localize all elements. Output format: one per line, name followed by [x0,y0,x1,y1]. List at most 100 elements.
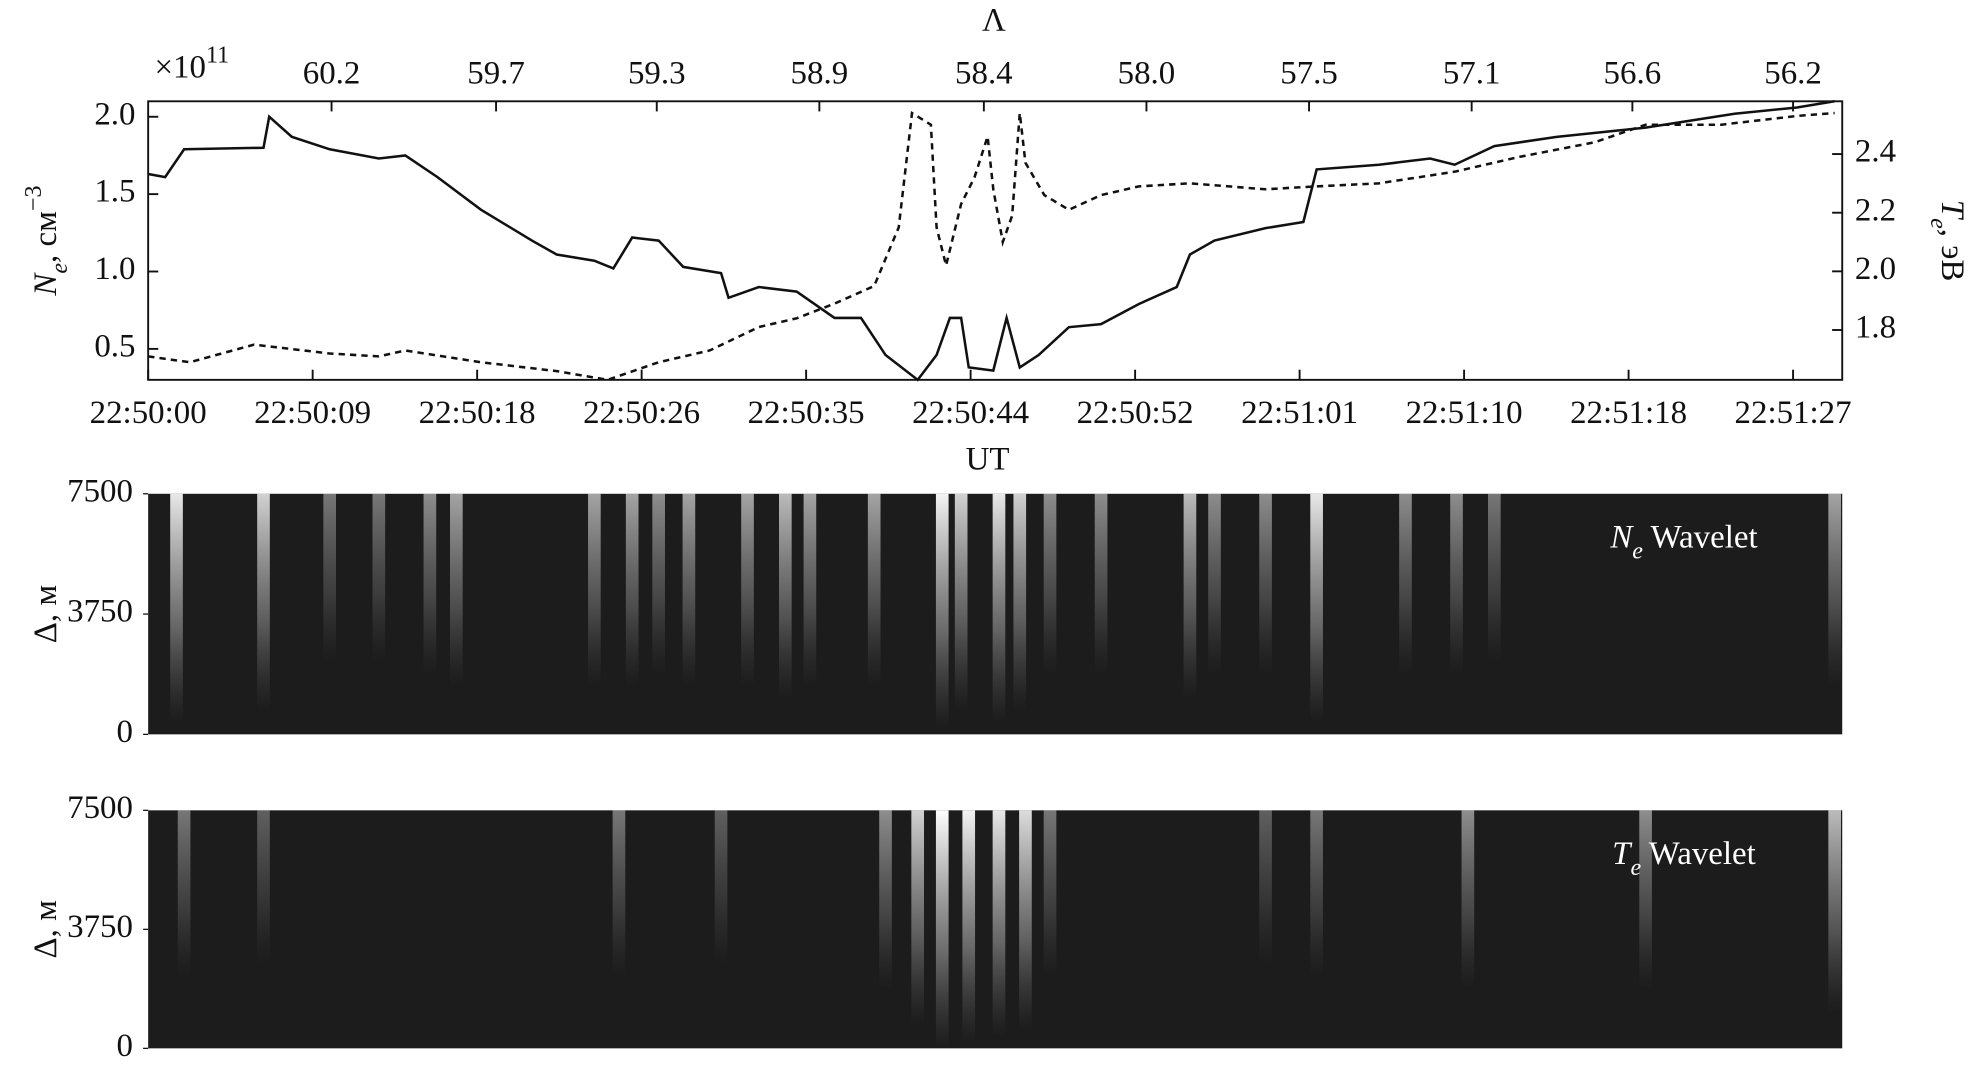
y2-tick-label: 2.0 [1855,251,1896,287]
y-tick-label: 3750 [67,594,133,630]
wavelet-streak [257,810,270,966]
y-axis-label-part: −3 [21,186,47,212]
x2-axis-label: Λ [982,2,1006,38]
panel-label-part: Wavelet [1641,835,1756,871]
wavelet-streak [992,810,1006,1037]
y2-axis-label-part: e [1925,218,1951,229]
wavelet-streak [962,810,976,1043]
x-tick-label: 22:50:09 [254,395,371,431]
wavelet-streak [1094,493,1108,675]
y-axis-label: Δ, м [28,585,64,644]
y-axis-label-part: Δ, м [28,585,64,644]
wavelet-streak [803,493,817,687]
x-tick-label: 22:50:26 [583,395,700,431]
y-axis-label-part: N [28,272,64,297]
x-tick-label: 22:50:00 [90,395,207,431]
panel-label-part: e [1630,854,1641,880]
x2-tick-label: 56.6 [1604,56,1662,92]
wavelet-streak [588,493,601,687]
wavelet-streak [992,493,1006,723]
wavelet-streak [911,810,925,1025]
wavelet-streak [257,493,270,711]
panel-label-part: Wavelet [1643,519,1758,555]
y2-tick-label: 2.4 [1855,134,1896,170]
wavelet-streak [1013,493,1027,711]
wavelet-streak [1043,493,1057,675]
wavelet-streak [1399,493,1412,675]
y-axis-label-part: Δ, м [28,900,64,959]
y-axis-label-part: e [47,263,73,274]
wavelet-streak [879,810,892,989]
panel-label: Te Wavelet [1612,835,1756,880]
wavelet-streak [935,810,949,1049]
wavelet-streak [1828,493,1841,687]
x2-tick-label: 59.7 [467,56,525,92]
wavelet-streak [372,493,386,663]
y-tick-label: 0.5 [94,328,135,364]
y-axis-label-part: , см [28,211,64,263]
wavelet-streak [1208,493,1221,675]
x2-tick-label: 56.2 [1764,56,1822,92]
wavelet-streak [1450,493,1463,675]
y-axis-label: Ne, см−3 [21,186,73,297]
wavelet-streak [714,810,728,966]
wavelet-streak [682,493,696,687]
y2-axis-label: Te, эВ [1925,200,1970,282]
x-tick-label: 22:51:10 [1406,395,1523,431]
series-line [147,110,1835,382]
wavelet-streak [612,810,626,977]
wavelet-streak [1639,810,1652,989]
y2-axis-label-part: T [1934,200,1970,221]
x-tick-label: 22:50:18 [419,395,536,431]
wavelet-streak [177,810,191,977]
panel-label: Ne Wavelet [1609,519,1757,564]
x2-tick-label: 57.1 [1443,56,1501,92]
wavelet-streak [1043,810,1057,977]
wavelet-streak [1461,810,1475,989]
wavelet-streak [741,493,754,687]
series-line [147,100,1835,382]
y-tick-label: 1.0 [94,251,135,287]
wavelet-streak [954,493,968,711]
wavelet-streak [935,493,949,729]
wavelet-streak [170,493,183,723]
x-tick-label: 22:50:52 [1077,395,1194,431]
panel-label-part: T [1612,835,1633,871]
x2-tick-label: 59.3 [628,56,686,92]
x-tick-label: 22:50:35 [748,395,865,431]
wavelet-streak [423,493,437,675]
x-tick-label: 22:51:01 [1241,395,1358,431]
wavelet-streak [450,493,463,687]
panel-label-part: e [1632,538,1643,564]
y-tick-label: 2.0 [94,96,135,132]
y-tick-label: 0 [117,1028,133,1064]
wavelet-streak [1488,493,1501,663]
y-tick-label: 3750 [67,909,133,945]
y-axis-label: Δ, м [28,900,64,959]
y-tick-label: 7500 [67,473,133,509]
x-tick-label: 22:51:18 [1570,395,1687,431]
y2-tick-label: 1.8 [1855,310,1896,346]
wavelet-streak [652,493,665,675]
x2-tick-label: 58.9 [791,56,849,92]
wavelet-streak [1310,493,1323,723]
wavelet-streak [1019,810,1032,1031]
wavelet-streak [1310,810,1323,977]
y2-axis-label-part: , эВ [1934,229,1970,282]
y-tick-label: 0 [117,714,133,750]
wavelet-streak [1259,810,1272,966]
x-tick-label: 22:51:27 [1735,395,1852,431]
y-multiplier-part: 11 [206,42,229,68]
wavelet-streak [1828,810,1841,1013]
y2-tick-label: 2.2 [1855,192,1896,228]
x2-tick-label: 57.5 [1280,56,1338,92]
x2-tick-label: 58.4 [955,56,1013,92]
wavelet-streak [323,493,337,663]
wavelet-streak [1259,493,1272,675]
x-axis-label: UT [966,442,1010,478]
y-tick-label: 7500 [67,790,133,826]
wavelet-streak [1183,493,1197,699]
y-multiplier: ×1011 [154,42,229,85]
